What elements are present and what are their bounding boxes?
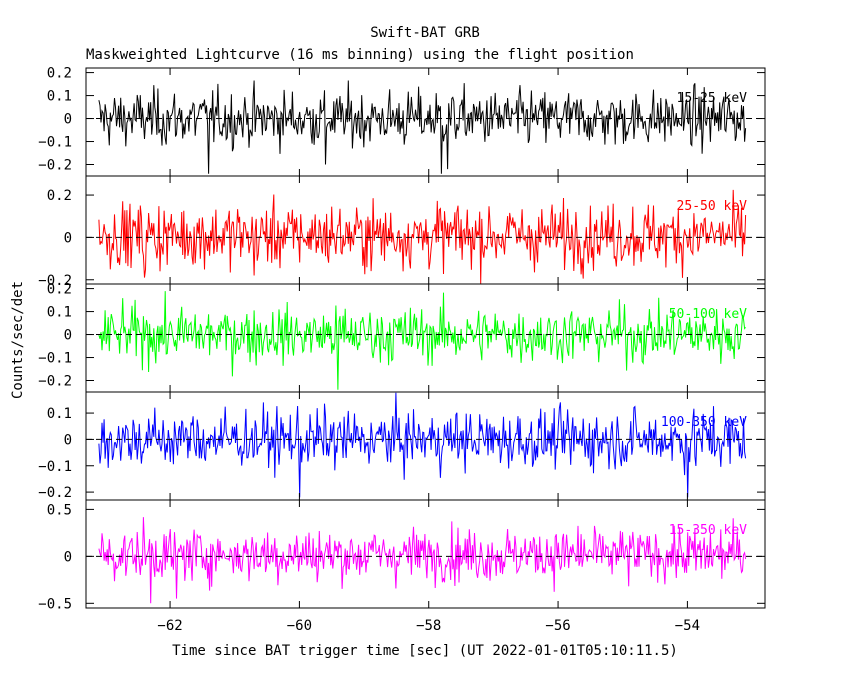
y-tick-label: 0 — [64, 328, 72, 344]
y-tick-label: 0.2 — [47, 66, 72, 82]
y-tick-label: 0.1 — [47, 305, 72, 321]
y-tick-label: 0.2 — [47, 188, 72, 204]
y-tick-label: 0.5 — [47, 502, 72, 518]
band-label: 100-350 keV — [661, 415, 747, 430]
panel-frame — [85, 499, 766, 609]
x-tick-label: −62 — [157, 618, 182, 634]
band-label: 15-350 keV — [669, 523, 747, 538]
chart-title: Swift-BAT GRB — [370, 25, 480, 41]
y-tick-label: 0 — [64, 112, 72, 128]
panel-2: 25-50 keV −0.2 0 0.2 — [38, 175, 766, 289]
series-line-4 — [98, 392, 747, 498]
y-tick-label: 0 — [64, 432, 72, 448]
y-tick-label: −0.2 — [38, 158, 72, 174]
y-tick-label: −0.1 — [38, 351, 72, 367]
panel-stack: 15-25 keV −0.2 −0.1 0 0.1 0.2 25-50 keV −0.2 0 0.… — [38, 66, 766, 634]
series-line-3 — [98, 291, 746, 390]
y-tick-label: 0.2 — [47, 282, 72, 298]
y-tick-label: −0.2 — [38, 485, 72, 501]
y-tick-label: 0 — [64, 230, 72, 246]
y-axis-label: Counts/sec/det — [10, 281, 26, 399]
x-tick-label: −56 — [545, 618, 570, 634]
y-tick-label: 0.1 — [47, 89, 72, 105]
series-line-1 — [98, 80, 747, 174]
band-label: 15-25 keV — [677, 91, 748, 106]
panel-1: 15-25 keV −0.2 −0.1 0 0.1 0.2 — [38, 66, 766, 177]
x-tick-label: −54 — [675, 618, 700, 634]
y-tick-label: 0 — [64, 549, 72, 565]
band-label: 25-50 keV — [677, 199, 748, 214]
y-tick-label: −0.5 — [38, 596, 72, 612]
panel-3: 50-100 keV −0.2 −0.1 0 0.1 0.2 — [38, 282, 766, 393]
y-tick-label: −0.2 — [38, 273, 72, 289]
x-tick-label: −58 — [416, 618, 441, 634]
y-tick-label: 0.1 — [47, 406, 72, 422]
series-line-2 — [98, 189, 747, 285]
y-tick-label: −0.1 — [38, 135, 72, 151]
chart-subtitle: Maskweighted Lightcurve (16 ms binning) … — [86, 47, 634, 63]
band-label: 50-100 keV — [669, 307, 747, 322]
panel-4: 100-350 keV −0.2 −0.1 0 0.1 — [38, 391, 766, 501]
panel-5: 15-350 keV −0.5 0 0.5 — [38, 499, 766, 612]
x-axis-label: Time since BAT trigger time [sec] (UT 20… — [172, 643, 678, 659]
x-tick-label: −60 — [287, 618, 312, 634]
y-tick-label: −0.2 — [38, 374, 72, 390]
y-tick-label: −0.1 — [38, 459, 72, 475]
series-line-5 — [98, 517, 747, 604]
